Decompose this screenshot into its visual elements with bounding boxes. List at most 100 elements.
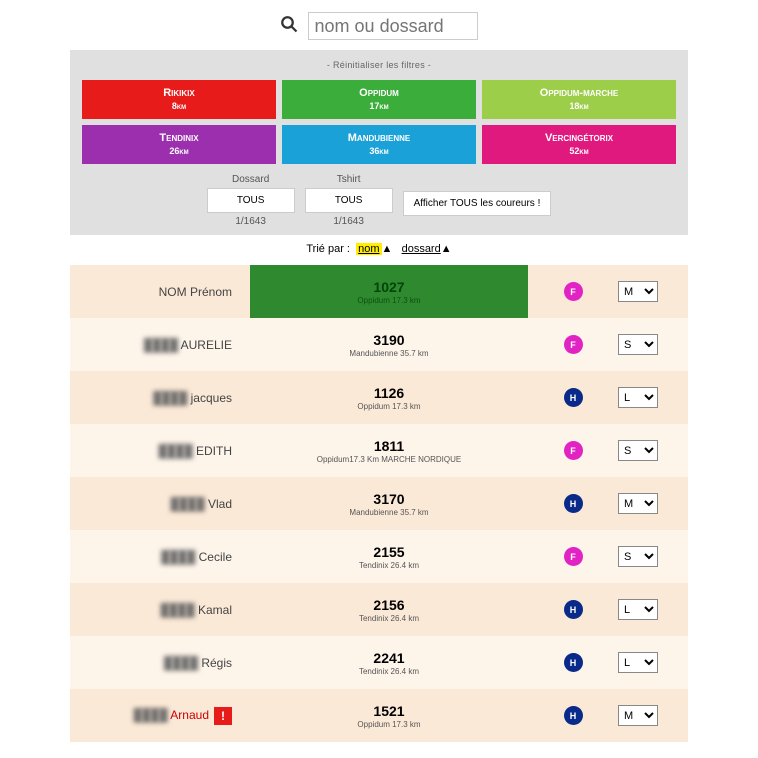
race-distance: 17km [282,101,476,112]
race-filter-button[interactable]: Rikikix8km [82,80,276,119]
race-name: Oppidum-marche [540,87,618,99]
bib-race: Oppidum17.3 Km MARCHE NORDIQUE [250,455,528,464]
bib-race: Mandubienne 35.7 km [250,349,528,358]
race-filter-grid: Rikikix8km Oppidum 17km Oppidum-marche18km T… [82,80,676,164]
race-distance: 36km [282,146,476,157]
show-all-button[interactable]: Afficher TOUS les coureurs ! [403,191,552,216]
bib-number: 1521 [250,703,528,719]
name-cell: ████ Kamal [70,603,250,617]
search-icon [280,15,298,38]
size-select[interactable]: XSSMLXLXXL [618,493,658,514]
search-input[interactable] [308,12,478,40]
runner-lastname: ████ [164,656,198,670]
size-select[interactable]: XSSMLXLXXL [618,652,658,673]
badge-cell: H [528,600,618,619]
sort-by-dossard[interactable]: dossard [402,243,441,255]
runner-firstname: AURELIE [181,338,232,352]
bib-race: Oppidum 17.3 km [250,720,528,729]
size-cell: XSSMLXLXXL [618,387,688,408]
runner-lastname: ████ [159,444,193,458]
dossard-count: 1/1643 [207,216,295,227]
size-cell: XSSMLXLXXL [618,546,688,567]
tshirt-label: Tshirt [305,174,393,185]
bib-number: 1126 [250,385,528,401]
race-filter-button[interactable]: Oppidum 17km [282,80,476,119]
bib-race: Tendinix 26.4 km [250,561,528,570]
runner-firstname: Kamal [198,603,232,617]
bib-cell: 2241Tendinix 26.4 km [250,650,528,676]
header-name: NOM Prénom [70,285,250,299]
race-name: Mandubienne [348,132,411,144]
size-select[interactable]: XSSMLXLXXL [618,334,658,355]
badge-cell: H [528,494,618,513]
bib-cell: 3170Mandubienne 35.7 km [250,491,528,517]
size-cell: XSSMLXLXXL [618,334,688,355]
badge-cell: F [528,441,618,460]
runner-row: ████ Kamal2156Tendinix 26.4 kmHXSSMLXLXX… [70,583,688,636]
name-cell: ████ Arnaud! [70,707,250,725]
bib-cell: 1811Oppidum17.3 Km MARCHE NORDIQUE [250,438,528,464]
runner-firstname: Vlad [208,497,232,511]
name-cell: ████ jacques [70,391,250,405]
runner-firstname: jacques [191,391,232,405]
runner-row: ████ jacques1126Oppidum 17.3 kmHXSSMLXLX… [70,371,688,424]
tshirt-select[interactable]: TOUS [305,188,393,213]
tshirt-count: 1/1643 [305,216,393,227]
size-cell: XSSMLXLXXL [618,440,688,461]
bib-number: 3190 [250,332,528,348]
race-distance: 52km [482,146,676,157]
bib-number: 2155 [250,544,528,560]
name-cell: ████ Vlad [70,497,250,511]
size-select[interactable]: XSSMLXLXXL [618,546,658,567]
runner-row: ████ EDITH1811Oppidum17.3 Km MARCHE NORD… [70,424,688,477]
race-name: Oppidum [359,87,399,99]
sort-by-name[interactable]: nom [356,243,381,255]
gender-badge: H [564,706,583,725]
size-select[interactable]: XSSMLXLXXL [618,705,658,726]
dossard-filter: Dossard TOUS 1/1643 [207,174,295,227]
size-select[interactable]: XSSMLXLXXL [618,281,658,302]
gender-badge: F [564,282,583,301]
name-cell: ████ EDITH [70,444,250,458]
bib-cell: 1521Oppidum 17.3 km [250,703,528,729]
bib-number: 2156 [250,597,528,613]
reset-filters-link[interactable]: - Réinitialiser les filtres - [82,60,676,70]
runner-list: NOM Prénom1027Oppidum 17.3 kmFXSSMLXLXXL… [70,265,688,742]
runner-lastname: ████ [171,497,205,511]
runner-row: ████ Arnaud!1521Oppidum 17.3 km H XSSMLXLX… [70,689,688,742]
race-name: Tendinix [159,132,198,144]
dossard-label: Dossard [207,174,295,185]
size-cell: XSSMLXLXXL [618,493,688,514]
runner-lastname: ████ [153,391,187,405]
size-cell: XSSMLXLXXL [618,599,688,620]
search-bar [70,12,688,40]
gender-badge: F [564,335,583,354]
runner-row: ████ Cecile2155Tendinix 26.4 kmFXSSMLXLX… [70,530,688,583]
race-filter-button[interactable]: Vercingétorix 52km [482,125,676,164]
sort-arrow-dossard: ▲ [441,243,452,255]
badge-cell: H [528,706,618,725]
runner-lastname: ████ [144,338,178,352]
race-filter-button[interactable]: Oppidum-marche18km [482,80,676,119]
bib-cell: 1126Oppidum 17.3 km [250,385,528,411]
gender-badge: H [564,653,583,672]
runner-header-row: NOM Prénom1027Oppidum 17.3 km F XSSMLXLXXL [70,265,688,318]
bib-number: 2241 [250,650,528,666]
dossard-select[interactable]: TOUS [207,188,295,213]
runner-firstname: EDITH [196,444,232,458]
badge-cell: H [528,388,618,407]
badge-cell: H [528,653,618,672]
name-cell: ████ Cecile [70,550,250,564]
race-name: Vercingétorix [545,132,613,144]
header-bib: 1027Oppidum 17.3 km [250,265,528,318]
runner-row: ████ Régis2241Tendinix 26.4 kmHXSSMLXLXX… [70,636,688,689]
race-filter-button[interactable]: Tendinix26km [82,125,276,164]
sort-prefix: Trié par : [306,243,350,255]
size-select[interactable]: XSSMLXLXXL [618,440,658,461]
gender-badge: H [564,388,583,407]
size-select[interactable]: XSSMLXLXXL [618,387,658,408]
size-select[interactable]: XSSMLXLXXL [618,599,658,620]
runner-row: ████ AURELIE 3190Mandubienne 35.7 km F XSSM… [70,318,688,371]
race-filter-button[interactable]: Mandubienne 36km [282,125,476,164]
bib-number: 1027 [250,279,528,295]
